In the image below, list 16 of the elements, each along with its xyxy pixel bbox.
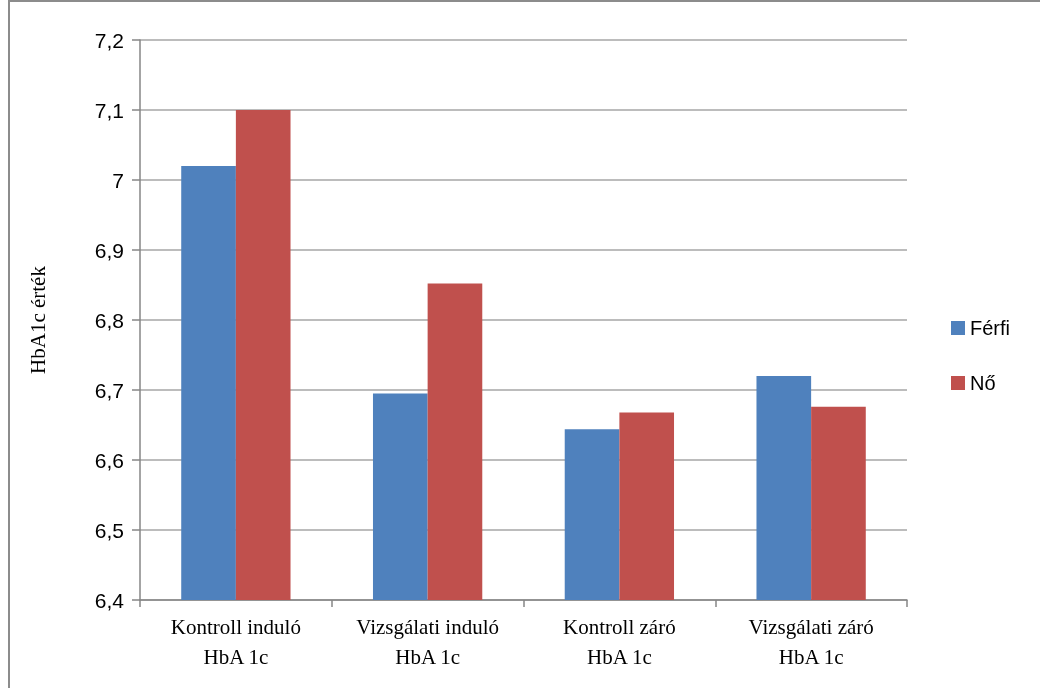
x-tick-label: Vizsgálati induló HbA 1c [356, 615, 500, 669]
y-tick-label: 6,5 [94, 518, 124, 542]
legend-label: Nő [970, 372, 996, 394]
x-tick-label: Kontroll induló HbA 1c [170, 615, 301, 669]
y-tick-label: 6,4 [94, 588, 125, 612]
legend-label: Férfi [970, 317, 1010, 339]
y-tick-label: 7,2 [94, 28, 124, 52]
x-tick-label: Vizsgálati záró HbA 1c [748, 615, 874, 669]
y-tick-label: 6,9 [94, 238, 124, 262]
y-tick-label: 7 [112, 168, 124, 192]
y-tick-label: 6,7 [94, 378, 124, 402]
x-tick-label: Kontroll záró HbA 1c [563, 615, 676, 669]
y-tick-label: 6,8 [94, 308, 124, 332]
y-tick-label: 7,1 [94, 98, 124, 122]
y-tick-label: 6,6 [94, 448, 124, 472]
y-axis-title: HbA1c érték [25, 265, 50, 374]
